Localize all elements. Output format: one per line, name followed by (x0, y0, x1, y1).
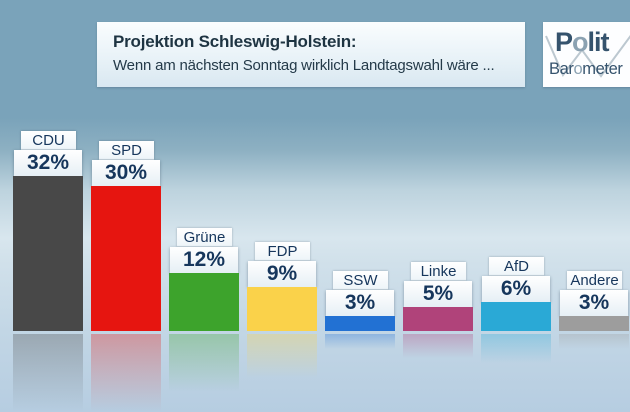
politbarometer-logo: Polit Barometer (543, 22, 630, 87)
value-label-spd: 30% (92, 160, 160, 186)
bar-spd (91, 186, 161, 331)
party-label-gruene: Grüne (177, 228, 232, 247)
bar-cdu (13, 176, 83, 331)
party-label-andere: Andere (567, 271, 622, 290)
bar-gruene (169, 273, 239, 331)
value-label-fdp: 9% (248, 261, 316, 287)
header-panel: Projektion Schleswig-Holstein: Wenn am n… (97, 22, 525, 87)
bar-reflection-linke (403, 334, 473, 358)
bar-reflection-fdp (247, 334, 317, 378)
value-label-ssw: 3% (326, 290, 394, 316)
zigzag-line-icon (545, 35, 630, 78)
party-label-spd: SPD (99, 141, 154, 160)
page-subtitle: Wenn am nächsten Sonntag wirklich Landta… (113, 57, 495, 74)
party-label-linke: Linke (411, 262, 466, 281)
page-title: Projektion Schleswig-Holstein: (113, 32, 357, 51)
bar-afd (481, 302, 551, 331)
bar-fdp (247, 287, 317, 331)
party-label-ssw: SSW (333, 271, 388, 290)
bar-reflection-gruene (169, 334, 239, 392)
party-label-afd: AfD (489, 257, 544, 276)
logo-text-barometer: Barometer (549, 60, 623, 78)
bar-reflection-spd (91, 334, 161, 412)
bar-andere (559, 316, 629, 331)
value-label-gruene: 12% (170, 247, 238, 273)
bar-reflection-ssw (325, 334, 395, 349)
value-label-andere: 3% (560, 290, 628, 316)
value-label-cdu: 32% (14, 150, 82, 176)
party-label-cdu: CDU (21, 131, 76, 150)
value-label-afd: 6% (482, 276, 550, 302)
bar-reflection-afd (481, 334, 551, 363)
party-label-fdp: FDP (255, 242, 310, 261)
logo-text-polit: Polit (555, 27, 610, 57)
value-label-linke: 5% (404, 281, 472, 307)
bar-reflection-andere (559, 334, 629, 349)
bar-linke (403, 307, 473, 331)
bar-reflection-cdu (13, 334, 83, 412)
bar-ssw (325, 316, 395, 331)
